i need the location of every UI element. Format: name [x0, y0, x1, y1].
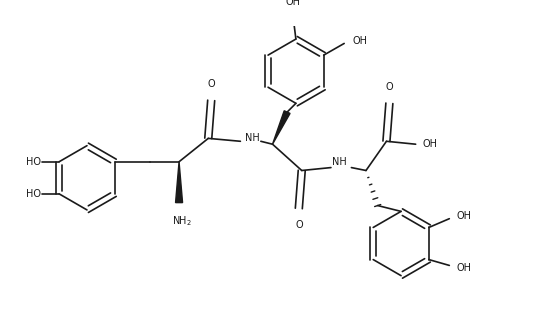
Polygon shape — [176, 162, 182, 203]
Polygon shape — [272, 111, 290, 144]
Text: NH$_2$: NH$_2$ — [172, 214, 192, 228]
Text: NH: NH — [245, 133, 260, 143]
Text: OH: OH — [423, 139, 438, 149]
Text: OH: OH — [456, 211, 471, 221]
Text: HO: HO — [26, 157, 41, 167]
Text: HO: HO — [26, 189, 41, 199]
Text: O: O — [385, 82, 393, 92]
Text: OH: OH — [285, 0, 300, 7]
Text: OH: OH — [456, 263, 471, 273]
Text: O: O — [207, 79, 215, 89]
Text: O: O — [295, 220, 302, 230]
Text: OH: OH — [353, 36, 368, 45]
Text: NH: NH — [332, 157, 347, 167]
